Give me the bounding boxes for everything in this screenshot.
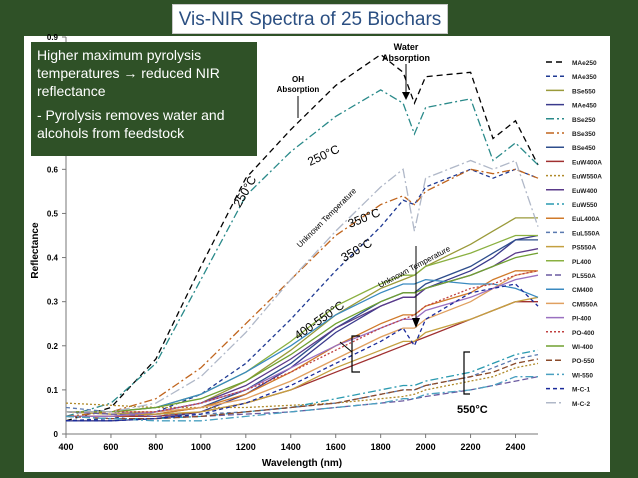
t550-label: 550°C	[457, 404, 488, 416]
series-line-EuW550A	[65, 362, 539, 409]
series-line-M-C-1	[66, 283, 539, 422]
series-line-M-C-2	[66, 159, 539, 413]
y-tick-label: 0.2	[47, 342, 59, 351]
legend-label-EuW400A: EuW400A	[572, 159, 602, 166]
legend-label-M-C-2: M-C-2	[572, 401, 590, 408]
legend-label-BSe350: BSe350	[572, 131, 596, 138]
legend-label-EuW400: EuW400	[572, 188, 598, 195]
series-line-MAe250	[65, 53, 539, 422]
t250-label-b: 250°C	[305, 142, 342, 169]
x-tick-label: 800	[148, 442, 163, 452]
y-tick-label: 0.9	[47, 33, 59, 42]
series-line-MAe350	[65, 168, 539, 422]
t350-label-a: 350°C	[346, 205, 383, 231]
x-tick-label: 1000	[191, 442, 211, 452]
legend-label-PO-400: PO-400	[572, 330, 595, 337]
callout-line-2: - Pyrolysis removes water and alcohols f…	[37, 107, 225, 141]
series-line-PI-400	[66, 274, 539, 418]
series-line-EuW550	[65, 349, 539, 420]
series-line-CM550A	[66, 270, 539, 413]
legend-label-PS550A: PS550A	[572, 245, 597, 252]
legend-label-WI-400: WI-400	[572, 344, 593, 351]
legend-label-BSe250: BSe250	[572, 117, 596, 124]
legend-label-BSe450: BSe450	[572, 145, 596, 152]
oh-absorption-label: OH Absorption	[277, 75, 320, 94]
t400-550-label: 400-550°C	[292, 298, 347, 343]
series-line-WI-550	[65, 376, 538, 422]
t250-label-a: 250°C	[230, 173, 259, 209]
unknown-arrowhead	[412, 318, 420, 328]
slide-title: Vis-NIR Spectra of 25 Biochars	[172, 4, 448, 34]
legend-label-BSe550: BSe550	[572, 88, 596, 95]
legend-label-EuW550A: EuW550A	[572, 174, 602, 181]
bracket-pointer-400-550	[339, 341, 353, 353]
series-line-PO-550	[65, 358, 539, 420]
water-arrowhead	[402, 92, 410, 100]
legend-label-EuW550: EuW550	[572, 202, 598, 209]
x-tick-label: 1200	[236, 442, 256, 452]
legend-label-PI-400: PI-400	[572, 316, 592, 323]
t350-label-b: 350°C	[339, 236, 375, 265]
series-line-BSe350	[65, 168, 539, 418]
legend-label-EuL400A: EuL400A	[572, 216, 600, 223]
series-line-CM400	[66, 278, 539, 413]
legend-label-PL550A: PL550A	[572, 273, 596, 280]
x-tick-label: 1600	[326, 442, 346, 452]
legend-label-PL400: PL400	[572, 259, 592, 266]
x-tick-label: 1400	[281, 442, 301, 452]
x-tick-label: 2000	[416, 442, 436, 452]
chart-series	[65, 53, 539, 422]
legend-label-CM550A: CM550A	[572, 301, 598, 308]
bracket-400-550	[351, 335, 360, 373]
series-line-PO-400	[66, 270, 539, 413]
y-tick-label: 0.5	[47, 209, 59, 218]
legend-label-PO-550: PO-550	[572, 358, 595, 365]
callout-line-1: Higher maximum pyrolysis temperatures → …	[37, 47, 220, 99]
legend-label-MAe450: MAe450	[572, 103, 597, 110]
y-tick-label: 0.3	[47, 298, 59, 307]
legend-label-MAe350: MAe350	[572, 74, 597, 81]
x-tick-label: 2400	[506, 442, 526, 452]
legend-label-CM400: CM400	[572, 287, 593, 294]
bracket-550	[463, 351, 470, 395]
series-line-PS550A	[65, 296, 539, 415]
x-tick-label: 600	[103, 442, 118, 452]
chart-legend: MAe250 MAe350 BSe550 MAe450 BSe250 BSe350 BSe4…	[546, 60, 602, 408]
y-axis-title: Reflectance	[30, 222, 41, 279]
legend-label-MAe250: MAe250	[572, 60, 597, 67]
y-tick-label: 0.6	[47, 165, 59, 174]
x-tick-label: 1800	[371, 442, 391, 452]
y-tick-label: 0	[54, 430, 59, 439]
legend-label-WI-550: WI-550	[572, 372, 593, 379]
y-tick-label: 0.1	[47, 386, 59, 395]
callout-box: Higher maximum pyrolysis temperatures → …	[31, 42, 257, 156]
water-absorption-label: Water Absorption	[382, 42, 430, 63]
legend-label-M-C-1: M-C-1	[572, 387, 590, 394]
x-tick-label: 2200	[461, 442, 481, 452]
x-axis-title: Wavelength (nm)	[262, 458, 342, 469]
x-tick-label: 400	[58, 442, 73, 452]
legend-label-EuL550A: EuL550A	[572, 230, 600, 237]
y-tick-label: 0.4	[47, 254, 59, 263]
series-line-WI-400	[66, 252, 539, 413]
series-line-BSe250	[65, 89, 539, 418]
